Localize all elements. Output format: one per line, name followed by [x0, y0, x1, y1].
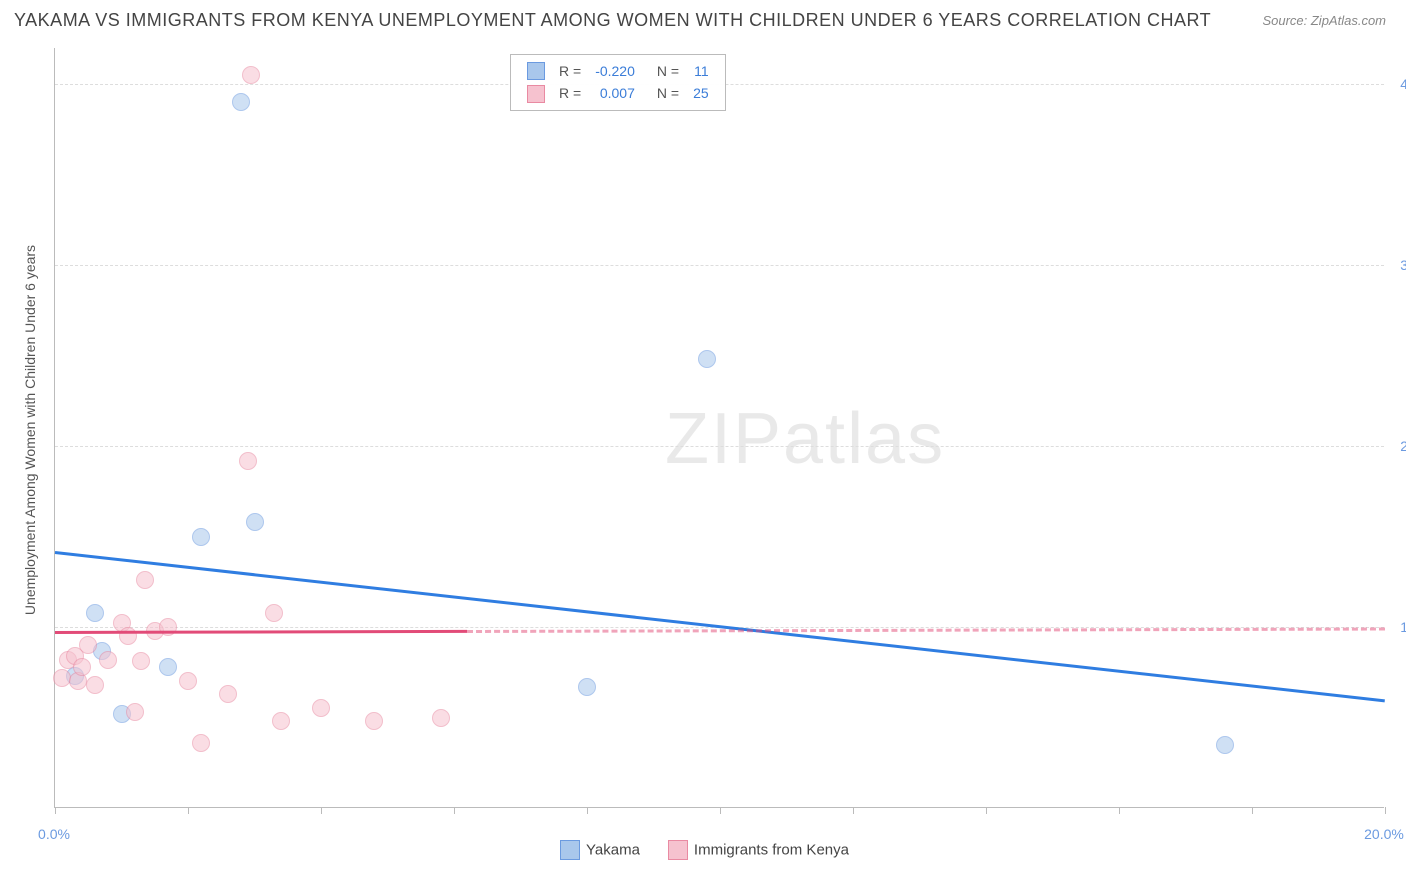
trend-line	[55, 630, 467, 634]
scatter-chart: ZIPatlas 10.0%20.0%30.0%40.0%	[54, 48, 1384, 808]
data-point	[246, 513, 264, 531]
data-point	[232, 93, 250, 111]
data-point	[698, 350, 716, 368]
grid-line	[55, 446, 1384, 447]
stats-row: R =-0.220N =11	[521, 61, 715, 81]
data-point	[159, 658, 177, 676]
x-tick	[321, 807, 322, 814]
x-tick	[1252, 807, 1253, 814]
data-point	[192, 734, 210, 752]
x-tick	[1119, 807, 1120, 814]
data-point	[126, 703, 144, 721]
data-point	[312, 699, 330, 717]
legend-item: Immigrants from Kenya	[668, 841, 849, 858]
data-point	[1216, 736, 1234, 754]
x-tick	[986, 807, 987, 814]
x-tick-label: 20.0%	[1364, 826, 1404, 842]
y-tick-label: 40.0%	[1390, 76, 1406, 92]
data-point	[239, 452, 257, 470]
data-point	[99, 651, 117, 669]
data-point	[432, 709, 450, 727]
data-point	[86, 604, 104, 622]
y-axis-title: Unemployment Among Women with Children U…	[22, 245, 38, 615]
x-tick-label: 0.0%	[38, 826, 70, 842]
y-tick-label: 20.0%	[1390, 438, 1406, 454]
legend-swatch	[527, 62, 545, 80]
data-point	[53, 669, 71, 687]
legend-swatch	[668, 840, 688, 860]
x-tick	[853, 807, 854, 814]
data-point	[132, 652, 150, 670]
data-point	[219, 685, 237, 703]
stats-table: R =-0.220N =11R =0.007N =25	[519, 59, 717, 106]
x-tick	[55, 807, 56, 814]
x-tick	[454, 807, 455, 814]
y-tick-label: 10.0%	[1390, 619, 1406, 635]
data-point	[272, 712, 290, 730]
x-tick	[1385, 807, 1386, 814]
x-tick	[587, 807, 588, 814]
data-point	[265, 604, 283, 622]
stats-legend: R =-0.220N =11R =0.007N =25	[510, 54, 726, 111]
data-point	[578, 678, 596, 696]
legend-swatch	[527, 85, 545, 103]
data-point	[79, 636, 97, 654]
x-tick	[188, 807, 189, 814]
chart-source: Source: ZipAtlas.com	[1262, 13, 1386, 28]
data-point	[136, 571, 154, 589]
y-tick-label: 30.0%	[1390, 257, 1406, 273]
series-legend: Yakama Immigrants from Kenya	[560, 840, 877, 860]
data-point	[73, 658, 91, 676]
chart-title: YAKAMA VS IMMIGRANTS FROM KENYA UNEMPLOY…	[14, 10, 1211, 31]
data-point	[192, 528, 210, 546]
legend-item: Yakama	[560, 841, 640, 858]
stats-row: R =0.007N =25	[521, 83, 715, 103]
watermark: ZIPatlas	[665, 398, 945, 480]
legend-swatch	[560, 840, 580, 860]
data-point	[242, 66, 260, 84]
grid-line	[55, 265, 1384, 266]
data-point	[179, 672, 197, 690]
data-point	[365, 712, 383, 730]
x-tick	[720, 807, 721, 814]
chart-header: YAKAMA VS IMMIGRANTS FROM KENYA UNEMPLOY…	[0, 0, 1406, 35]
data-point	[86, 676, 104, 694]
